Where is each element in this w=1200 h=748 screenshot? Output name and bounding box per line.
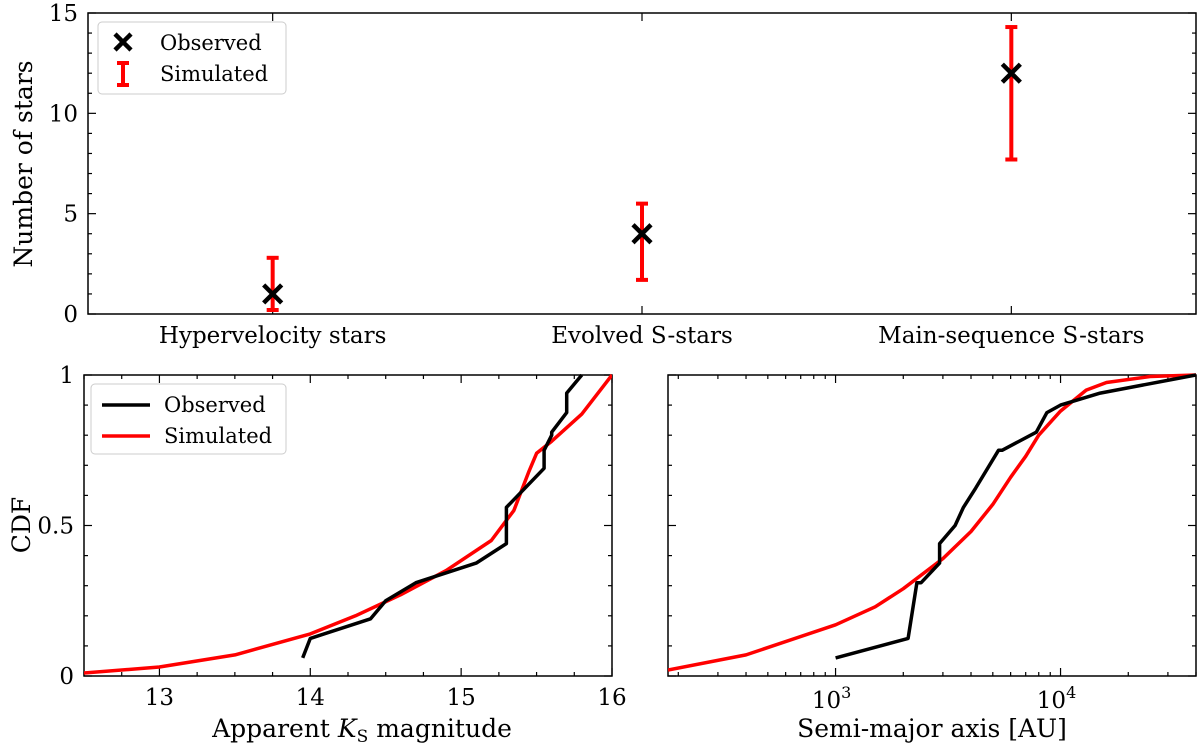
top-ytick-label: 10	[49, 101, 78, 127]
observed-marker	[1000, 62, 1022, 84]
bottom-right-plot-frame	[667, 374, 1197, 677]
bottom-ylabel: CDF	[7, 497, 36, 554]
bottom-right-xlabel: Semi-major axis [AU]	[797, 714, 1067, 743]
top-ytick-label: 15	[49, 1, 78, 27]
observed-marker	[631, 223, 653, 245]
top-ytick-label: 5	[63, 202, 78, 228]
legend-observed-marker	[113, 32, 133, 52]
legend-observed-label: Observed	[160, 31, 262, 55]
bottom-left-xlabel: Apparent KS magnitude	[211, 714, 512, 747]
bl-ytick-label: 0	[59, 664, 74, 690]
top-panel: 0 5 10 15 Hypervelocity stars Evolved S-stars…	[49, 1, 1197, 349]
bottom-left-xlabel-symbol: K	[337, 714, 358, 743]
top-category-label: Evolved S-stars	[551, 323, 733, 349]
br-xtick-base: 10	[812, 688, 841, 714]
top-ytick-label: 0	[63, 302, 78, 328]
legend-observed-label: Observed	[164, 393, 266, 417]
observed-marker-stroke	[262, 283, 284, 305]
bl-ytick-label: 1	[59, 363, 74, 389]
br-series-observed-line	[835, 373, 1196, 660]
observed-marker-stroke	[1000, 62, 1022, 84]
top-category-label: Main-sequence S-stars	[878, 323, 1144, 349]
bl-ytick-label: 0.5	[37, 514, 74, 540]
bottom-left-xlabel-sub: S	[357, 727, 369, 747]
observed-marker-stroke	[631, 223, 653, 245]
observed-marker	[262, 283, 284, 305]
bl-xtick-label: 14	[296, 685, 325, 711]
br-xtick-exponent: 4	[1066, 683, 1076, 702]
bottom-right-panel: 103 104	[667, 373, 1197, 714]
bl-xtick-label: 15	[447, 685, 476, 711]
br-xtick-label: 104	[1037, 683, 1076, 714]
br-xtick-label: 103	[812, 683, 851, 714]
br-xtick-exponent: 3	[841, 683, 851, 702]
bottom-left-xlabel-prefix: Apparent	[211, 714, 338, 743]
legend-simulated-label: Simulated	[164, 424, 272, 448]
top-legend-box	[97, 21, 287, 95]
top-legend: Observed Simulated	[97, 21, 287, 95]
bl-series-observed-line	[301, 373, 584, 659]
bl-xtick-label: 16	[597, 685, 626, 711]
bl-xtick-label: 13	[145, 685, 174, 711]
bottom-legend: Observed Simulated	[90, 383, 287, 455]
top-ylabel: Number of stars	[9, 60, 38, 267]
bottom-left-panel: 13 14 15 16 0 0.5 1 Observed Simulated	[37, 363, 626, 711]
legend-simulated-label: Simulated	[160, 62, 268, 86]
br-xtick-base: 10	[1037, 688, 1066, 714]
bottom-left-xlabel-suffix: magnitude	[368, 714, 512, 743]
top-category-label: Hypervelocity stars	[159, 323, 387, 349]
br-series-simulated-line	[668, 373, 1196, 672]
